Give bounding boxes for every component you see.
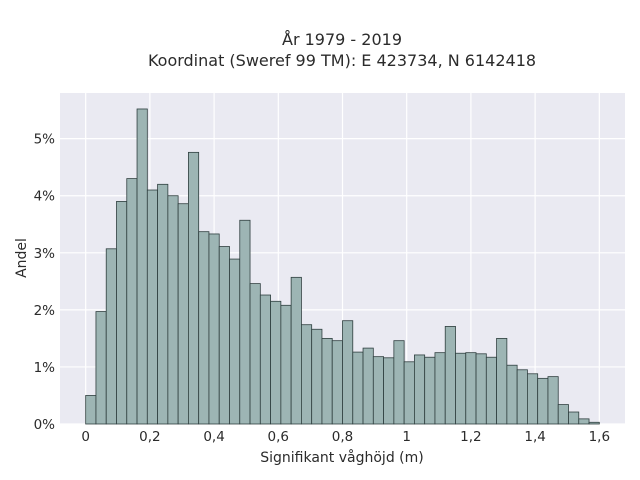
x-tick-label: 0,2: [139, 429, 160, 445]
histogram-bar: [547, 376, 559, 425]
chart-title-line1: År 1979 - 2019: [282, 30, 402, 49]
histogram-bar: [146, 189, 158, 425]
y-axis-label: Andel: [14, 238, 30, 278]
x-tick-label: 1,4: [524, 429, 545, 445]
histogram-bar: [372, 356, 384, 425]
histogram-bar: [414, 354, 426, 425]
histogram-bars: [85, 108, 600, 425]
histogram-bar: [331, 340, 343, 425]
x-axis-label: Signifikant våghöjd (m): [260, 449, 423, 466]
histogram-bar: [465, 352, 477, 425]
histogram-bar: [311, 328, 323, 425]
histogram-bar: [259, 294, 271, 425]
histogram-bar: [280, 304, 292, 425]
histogram-bar: [362, 347, 374, 425]
histogram-bar: [434, 352, 446, 425]
x-tick-label: 0,4: [203, 429, 224, 445]
histogram-bar: [218, 246, 230, 425]
histogram-bar: [239, 219, 251, 425]
histogram-bar: [167, 195, 179, 425]
x-tick-label: 1,6: [589, 429, 610, 445]
y-tick-labels: 0% 1% 2% 3% 4% 5%: [34, 132, 56, 433]
histogram-bar: [177, 203, 189, 425]
x-tick-label: 0,8: [332, 429, 353, 445]
histogram-bar: [506, 364, 518, 425]
y-tick-label: 3%: [34, 246, 56, 262]
x-tick-label: 0: [81, 429, 90, 445]
y-tick-label: 1%: [34, 360, 56, 376]
histogram-bar: [157, 183, 169, 425]
histogram-bar: [270, 300, 282, 425]
histogram-bar: [393, 340, 405, 425]
y-tick-label: 2%: [34, 303, 56, 319]
histogram-bar: [85, 395, 97, 425]
histogram-bar: [557, 404, 569, 425]
histogram-bar: [126, 178, 138, 425]
histogram-bar: [496, 337, 508, 425]
histogram-bar: [208, 233, 220, 425]
histogram-bar: [188, 151, 200, 425]
x-tick-label: 1,2: [460, 429, 481, 445]
histogram-bar: [475, 353, 487, 425]
histogram-bar: [568, 411, 580, 425]
histogram-bar: [516, 369, 528, 425]
histogram-bar: [352, 351, 364, 425]
histogram-bar: [444, 326, 456, 425]
x-tick-label: 1: [402, 429, 411, 445]
histogram-bar: [95, 311, 107, 425]
x-tick-labels: 0 0,2 0,4 0,6 0,8 1 1,2 1,4 1,6: [81, 429, 610, 445]
histogram-bar: [198, 231, 210, 425]
histogram-bar: [229, 258, 241, 425]
histogram-bar: [455, 352, 467, 425]
x-tick-label: 0,6: [268, 429, 289, 445]
histogram-bar: [424, 356, 436, 425]
chart-title-line2: Koordinat (Sweref 99 TM): E 423734, N 61…: [148, 51, 536, 70]
y-tick-label: 4%: [34, 189, 56, 205]
y-tick-label: 0%: [34, 417, 56, 433]
histogram-bar: [249, 283, 261, 425]
histogram-bar: [116, 201, 128, 425]
histogram-bar: [383, 357, 395, 425]
histogram-bar: [290, 276, 302, 425]
histogram-bar: [485, 356, 497, 425]
histogram-bar: [105, 248, 117, 425]
histogram-bar: [301, 324, 313, 425]
histogram-bar: [578, 418, 590, 425]
histogram-bar: [588, 421, 600, 425]
histogram-bar: [136, 108, 148, 425]
histogram-bar: [527, 373, 539, 425]
histogram-bar: [537, 377, 549, 425]
histogram-bar: [403, 361, 415, 425]
y-tick-label: 5%: [34, 132, 56, 148]
histogram-bar: [342, 320, 354, 425]
histogram-bar: [321, 337, 333, 425]
